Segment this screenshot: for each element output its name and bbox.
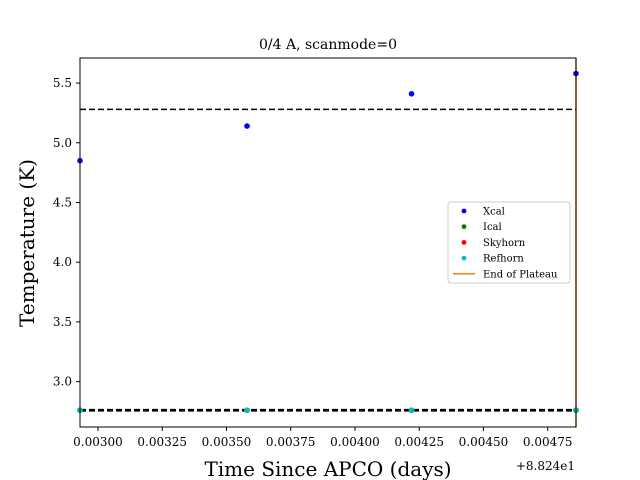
- legend-label-ical: Ical: [483, 222, 502, 233]
- legend-label-refhorn: Refhorn: [483, 254, 524, 265]
- point-refhorn-1: [244, 407, 250, 414]
- x-axis-ticks: 0.00300 0.00325 0.00350 0.00375 0.00400 0.004…: [73, 427, 573, 449]
- legend-label-end-of-plateau: End of Plateau: [483, 269, 558, 280]
- legend-marker-ical: [461, 224, 467, 230]
- y-tick-label: 4.0: [53, 255, 72, 269]
- legend-marker-xcal: [461, 208, 467, 214]
- y-tick-label: 3.5: [53, 315, 72, 329]
- legend-marker-skyhorn: [461, 240, 467, 245]
- x-tick-label: 0.00425: [394, 435, 444, 449]
- legend-marker-refhorn: [461, 255, 467, 261]
- x-tick-label: 0.00300: [73, 435, 123, 449]
- x-axis-offset-label: +8.824e1: [516, 459, 575, 473]
- y-axis-ticks: 3.0 3.5 4.0 4.5 5.0 5.5: [53, 76, 80, 389]
- point-xcal-2: [408, 91, 415, 97]
- x-tick-label: 0.00400: [330, 435, 380, 449]
- point-xcal-1: [244, 123, 250, 129]
- reference-lines: [80, 108, 576, 412]
- y-tick-label: 5.0: [53, 136, 72, 150]
- legend-box: [447, 201, 571, 284]
- x-tick-label: 0.00350: [202, 435, 252, 449]
- x-tick-label: 0.00325: [137, 435, 187, 449]
- y-tick-label: 4.5: [53, 195, 72, 209]
- x-tick-label: 0.00375: [266, 435, 316, 449]
- x-axis-label: Time Since APCO (days): [204, 457, 451, 480]
- chart-title: 0/4 A, scanmode=0: [259, 37, 397, 53]
- y-tick-label: 3.0: [53, 375, 72, 389]
- plot-area-frame: [79, 57, 577, 428]
- y-axis-label: Temperature (K): [15, 159, 39, 327]
- data-points: [77, 70, 579, 414]
- legend: Xcal Ical Skyhorn Refhorn End of Plateau: [447, 201, 571, 284]
- legend-label-xcal: Xcal: [483, 207, 505, 218]
- y-tick-label: 5.5: [53, 76, 72, 90]
- legend-label-skyhorn: Skyhorn: [483, 238, 526, 249]
- x-tick-label: 0.00475: [523, 435, 573, 449]
- x-tick-label: 0.00450: [459, 435, 509, 449]
- point-refhorn-2: [408, 407, 415, 414]
